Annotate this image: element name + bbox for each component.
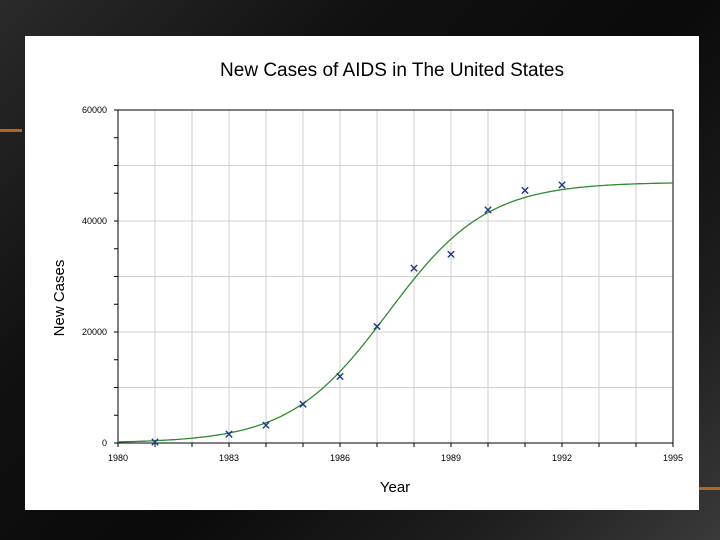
data-point xyxy=(299,400,307,408)
x-tick-label: 1989 xyxy=(441,453,461,463)
y-tick-label: 0 xyxy=(102,438,107,448)
data-point-stroke xyxy=(373,322,381,331)
data-point-stroke xyxy=(299,400,307,408)
slide-edge-mark-right xyxy=(698,487,720,490)
y-tick-label: 20000 xyxy=(82,327,107,337)
data-point-stroke xyxy=(410,264,418,272)
data-point xyxy=(447,250,455,258)
data-point xyxy=(262,421,270,429)
chart: 1980 1983 1986 1989 1992 1995 0 20000 40000 60000… xyxy=(25,36,699,510)
x-tick-label: 1986 xyxy=(330,453,350,463)
data-point-stroke xyxy=(225,430,233,438)
data-point xyxy=(336,372,344,381)
minor-ticks xyxy=(114,109,674,447)
y-tick-label: 60000 xyxy=(82,105,107,115)
chart-title: New Cases of AIDS in The United States xyxy=(220,60,564,81)
data-point xyxy=(410,264,418,272)
y-axis-label: New Cases xyxy=(51,260,68,337)
data-point xyxy=(484,206,492,214)
data-points xyxy=(151,181,566,446)
data-point-stroke xyxy=(521,186,529,195)
data-point-stroke xyxy=(484,206,492,214)
data-point-stroke xyxy=(558,181,566,189)
slide-edge-mark-left xyxy=(0,129,22,132)
x-tick-label: 1983 xyxy=(219,453,239,463)
data-point xyxy=(151,438,159,446)
x-tick-label: 1995 xyxy=(663,453,683,463)
data-point xyxy=(558,181,566,189)
plot-frame xyxy=(117,109,674,444)
data-point-stroke xyxy=(336,372,344,381)
x-tick-label: 1992 xyxy=(552,453,572,463)
data-point-stroke xyxy=(262,421,270,429)
x-tick-label: 1980 xyxy=(108,453,128,463)
data-point xyxy=(521,186,529,195)
figure-panel: 1980 1983 1986 1989 1992 1995 0 20000 40000 60000… xyxy=(25,36,699,510)
data-point-stroke xyxy=(447,250,455,258)
fit-curve xyxy=(118,182,673,443)
y-tick-label: 40000 xyxy=(82,216,107,226)
grid-lines xyxy=(118,110,673,443)
data-point xyxy=(225,430,233,438)
data-point xyxy=(373,322,381,331)
data-point-stroke xyxy=(151,438,159,446)
chart-background xyxy=(25,36,699,510)
tick-labels: 1980 1983 1986 1989 1992 1995 0 20000 40000 60000 xyxy=(82,105,683,463)
x-axis-label: Year xyxy=(380,479,410,496)
